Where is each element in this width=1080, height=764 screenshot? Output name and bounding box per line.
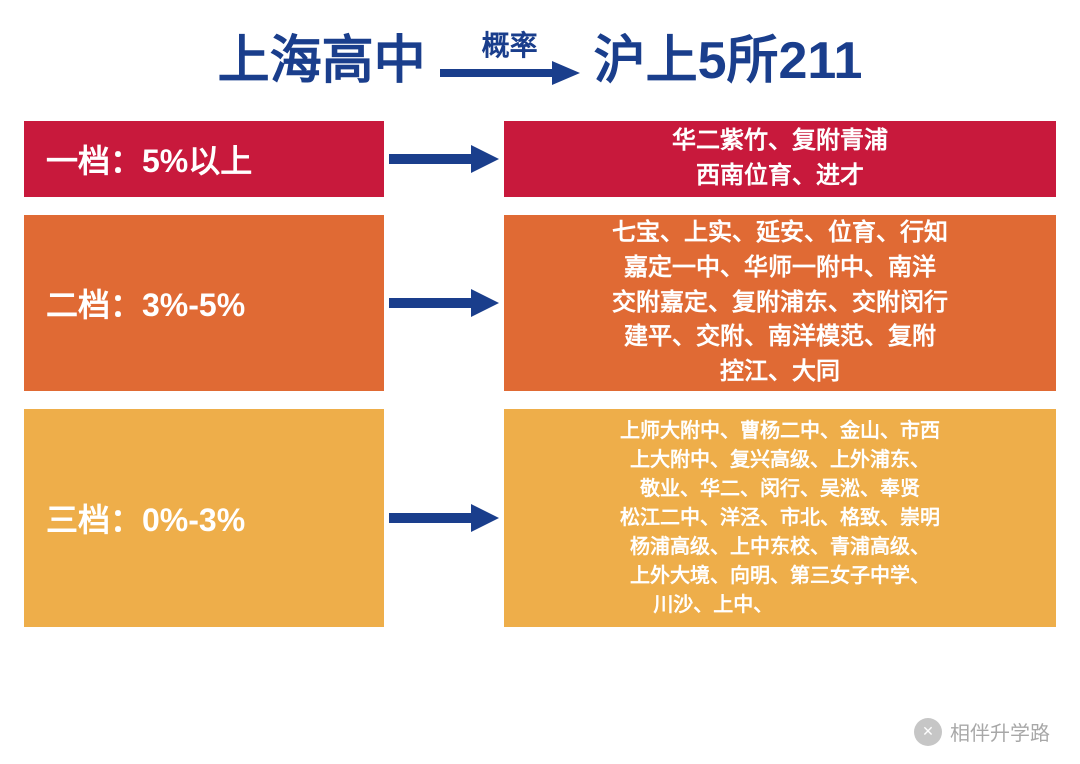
tier-row: 二档：3%-5% 七宝、上实、延安、位育、行知嘉定一中、华师一附中、南洋交附嘉定… — [24, 215, 1056, 391]
title-left: 上海高中 — [218, 18, 426, 93]
tier-label: 三档：0%-3% — [24, 409, 384, 627]
tier-row: 一档：5%以上 华二紫竹、复附青浦西南位育、进才 — [24, 121, 1056, 197]
tier-row: 三档：0%-3% 上师大附中、曹杨二中、金山、市西上大附中、复兴高级、上外浦东、… — [24, 409, 1056, 627]
tier-schools: 七宝、上实、延安、位育、行知嘉定一中、华师一附中、南洋交附嘉定、复附浦东、交附闵… — [504, 215, 1056, 391]
tier-schools: 上师大附中、曹杨二中、金山、市西上大附中、复兴高级、上外浦东、敬业、华二、闵行、… — [504, 409, 1056, 627]
watermark-text: 相伴升学路 — [950, 717, 1050, 746]
watermark: ✕ 相伴升学路 — [914, 717, 1050, 746]
wechat-icon: ✕ — [914, 718, 942, 746]
arrow-right-icon — [389, 286, 499, 320]
tier-arrow — [384, 215, 504, 391]
tier-arrow — [384, 121, 504, 197]
title-right: 沪上5所211 — [594, 18, 863, 93]
tier-label: 一档：5%以上 — [24, 121, 384, 197]
arrow-right-icon — [389, 501, 499, 535]
title-arrow-wrap: 概率 — [440, 24, 580, 88]
tier-arrow — [384, 409, 504, 627]
arrow-right-icon — [440, 58, 580, 88]
tier-schools: 华二紫竹、复附青浦西南位育、进才 — [504, 121, 1056, 197]
arrow-right-icon — [389, 142, 499, 176]
tier-label: 二档：3%-5% — [24, 215, 384, 391]
tier-rows: 一档：5%以上 华二紫竹、复附青浦西南位育、进才二档：3%-5% 七宝、上实、延… — [0, 121, 1080, 627]
title-row: 上海高中 概率 沪上5所211 — [0, 0, 1080, 103]
